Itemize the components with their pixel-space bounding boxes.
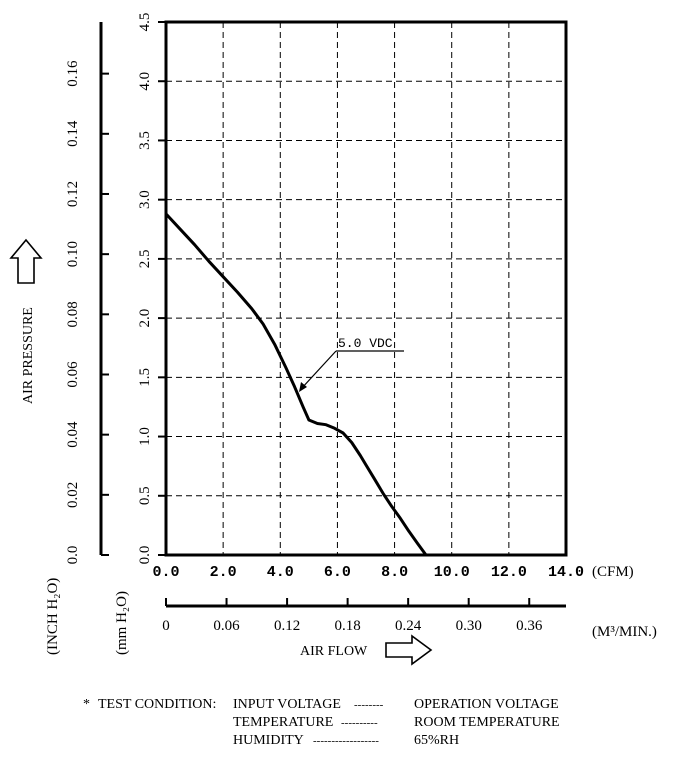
note-row-label: INPUT VOLTAGE: [233, 697, 341, 712]
cfm-axis-ticks: 0.0 2.0 4.0 6.0 8.0 10.0 12.0 14.0: [152, 564, 584, 581]
inch-axis-ticks: 0.0 0.02 0.04 0.06 0.08 0.10 0.12 0.14 0.16: [65, 60, 109, 564]
cfm-tick-label: 8.0: [381, 564, 408, 581]
inch-tick-label: 0.08: [65, 301, 81, 327]
mm-tick-label: 4.0: [137, 72, 153, 91]
x-axis-label: AIR FLOW: [300, 644, 368, 659]
cfm-tick-label: 10.0: [434, 564, 470, 581]
m3-tick-label: 0.30: [456, 618, 482, 634]
note-row-dashes: ----------: [341, 717, 378, 729]
y-unit-outer: (INCH H₂O): [45, 578, 61, 655]
y-axis-arrow-icon: [9, 238, 43, 284]
inch-tick-label: 0.12: [65, 181, 81, 207]
m3-tick-label: 0.24: [395, 618, 422, 634]
note-header: TEST CONDITION:: [98, 697, 216, 712]
y-unit-inner: (mm H₂O): [114, 591, 130, 655]
mm-tick-label: 2.0: [137, 309, 153, 328]
x-unit-primary: (CFM): [592, 564, 634, 580]
cfm-tick-label: 2.0: [210, 564, 237, 581]
mm-tick-label: 2.5: [137, 250, 153, 269]
inch-tick-label: 0.02: [65, 482, 81, 508]
note-row-value: OPERATION VOLTAGE: [414, 697, 559, 712]
inch-tick-label: 0.0: [65, 546, 81, 565]
cfm-tick-label: 14.0: [548, 564, 584, 581]
annotation-label: 5.0 VDC: [338, 336, 393, 351]
inch-tick-label: 0.16: [65, 60, 81, 87]
mm-tick-label: 4.5: [137, 13, 153, 32]
inch-tick-label: 0.14: [65, 120, 81, 147]
note-row-label: TEMPERATURE: [233, 715, 333, 730]
mm-tick-label: 1.5: [137, 368, 153, 387]
series-line-5vdc: [164, 212, 428, 556]
mm-tick-label: 0.5: [137, 486, 153, 505]
m3-tick-label: 0.06: [213, 618, 240, 634]
x-axis-arrow-icon: [385, 634, 433, 666]
inch-tick-label: 0.06: [65, 361, 81, 388]
test-condition-note: * TEST CONDITION: INPUT VOLTAGE --------…: [83, 697, 560, 748]
note-row-value: ROOM TEMPERATURE: [414, 715, 560, 730]
cfm-tick-label: 4.0: [267, 564, 294, 581]
annotation-leader: [300, 350, 337, 390]
plot-frame: [164, 20, 568, 557]
note-row-label: HUMIDITY: [233, 733, 304, 748]
mm-axis-ticks: 0.0 0.5 1.0 1.5 2.0 2.5 3.0 3.5 4.0 4.5: [137, 13, 166, 565]
grid: [166, 22, 566, 555]
cfm-tick-label: 0.0: [152, 564, 179, 581]
annotation-arrowhead: [299, 382, 307, 392]
cfm-tick-label: 12.0: [491, 564, 527, 581]
y-axis-label: AIR PRESSURE: [21, 307, 36, 404]
inch-tick-label: 0.04: [65, 421, 81, 448]
note-star: *: [83, 697, 90, 712]
inch-tick-label: 0.10: [65, 241, 81, 267]
note-row-value: 65%RH: [414, 733, 459, 748]
m3-tick-label: 0.12: [274, 618, 300, 634]
mm-tick-label: 1.0: [137, 427, 153, 446]
m3-tick-label: 0.36: [516, 618, 543, 634]
x-unit-secondary: (M³/MIN.): [592, 624, 657, 640]
m3-tick-label: 0: [162, 618, 170, 634]
m3-tick-label: 0.18: [334, 618, 360, 634]
m3-axis-ticks: 0 0.06 0.12 0.18 0.24 0.30 0.36: [162, 598, 543, 634]
note-row-dashes: ------------------: [313, 735, 379, 747]
cfm-tick-label: 6.0: [324, 564, 351, 581]
mm-tick-label: 3.0: [137, 190, 153, 209]
note-row-dashes: --------: [354, 699, 384, 711]
mm-tick-label: 3.5: [137, 131, 153, 150]
mm-tick-label: 0.0: [137, 546, 153, 565]
